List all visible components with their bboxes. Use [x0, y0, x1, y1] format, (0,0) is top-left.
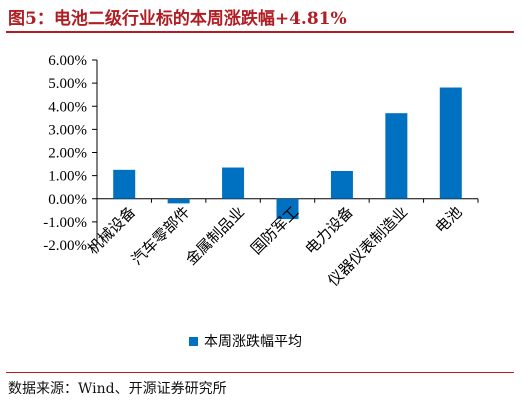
x-category-label: 金属制品业	[182, 203, 248, 269]
y-tick-label: 4.00%	[48, 99, 87, 115]
x-category-label: 国防军工	[247, 203, 302, 258]
y-tick-label: 0.00%	[48, 192, 87, 208]
y-tick-label: -1.00%	[43, 215, 87, 231]
chart-legend: 本周涨跌幅平均	[189, 334, 302, 350]
y-tick-label: 2.00%	[48, 146, 87, 162]
source-note: 数据来源：Wind、开源证券研究所	[8, 381, 227, 397]
x-category-label: 机械设备	[84, 203, 139, 258]
bar	[222, 167, 245, 199]
source-divider	[6, 372, 514, 373]
bar	[385, 113, 408, 199]
bar	[276, 198, 299, 220]
y-tick-labels: -2.00% -1.00% 0.00% 1.00% 2.00% 3.00% 4.00% 5.0…	[43, 53, 87, 254]
x-category-label: 电池	[432, 203, 466, 237]
y-tick-label: -2.00%	[43, 238, 87, 254]
chart-bars	[113, 87, 462, 220]
legend-swatch	[189, 337, 198, 346]
y-tick-label: 5.00%	[48, 76, 87, 92]
y-tick-label: 3.00%	[48, 122, 87, 138]
y-tick-label: 1.00%	[48, 169, 87, 185]
bar	[167, 198, 190, 204]
y-tick-label: 6.00%	[48, 53, 87, 69]
legend-label: 本周涨跌幅平均	[204, 334, 302, 350]
bar	[113, 169, 136, 199]
bar	[330, 171, 353, 199]
x-category-label: 电力设备	[302, 203, 357, 258]
figure-title: 图5：电池二级行业标的本周涨跌幅+4.81%	[8, 9, 347, 29]
bar	[439, 87, 462, 199]
title-divider	[6, 31, 514, 33]
